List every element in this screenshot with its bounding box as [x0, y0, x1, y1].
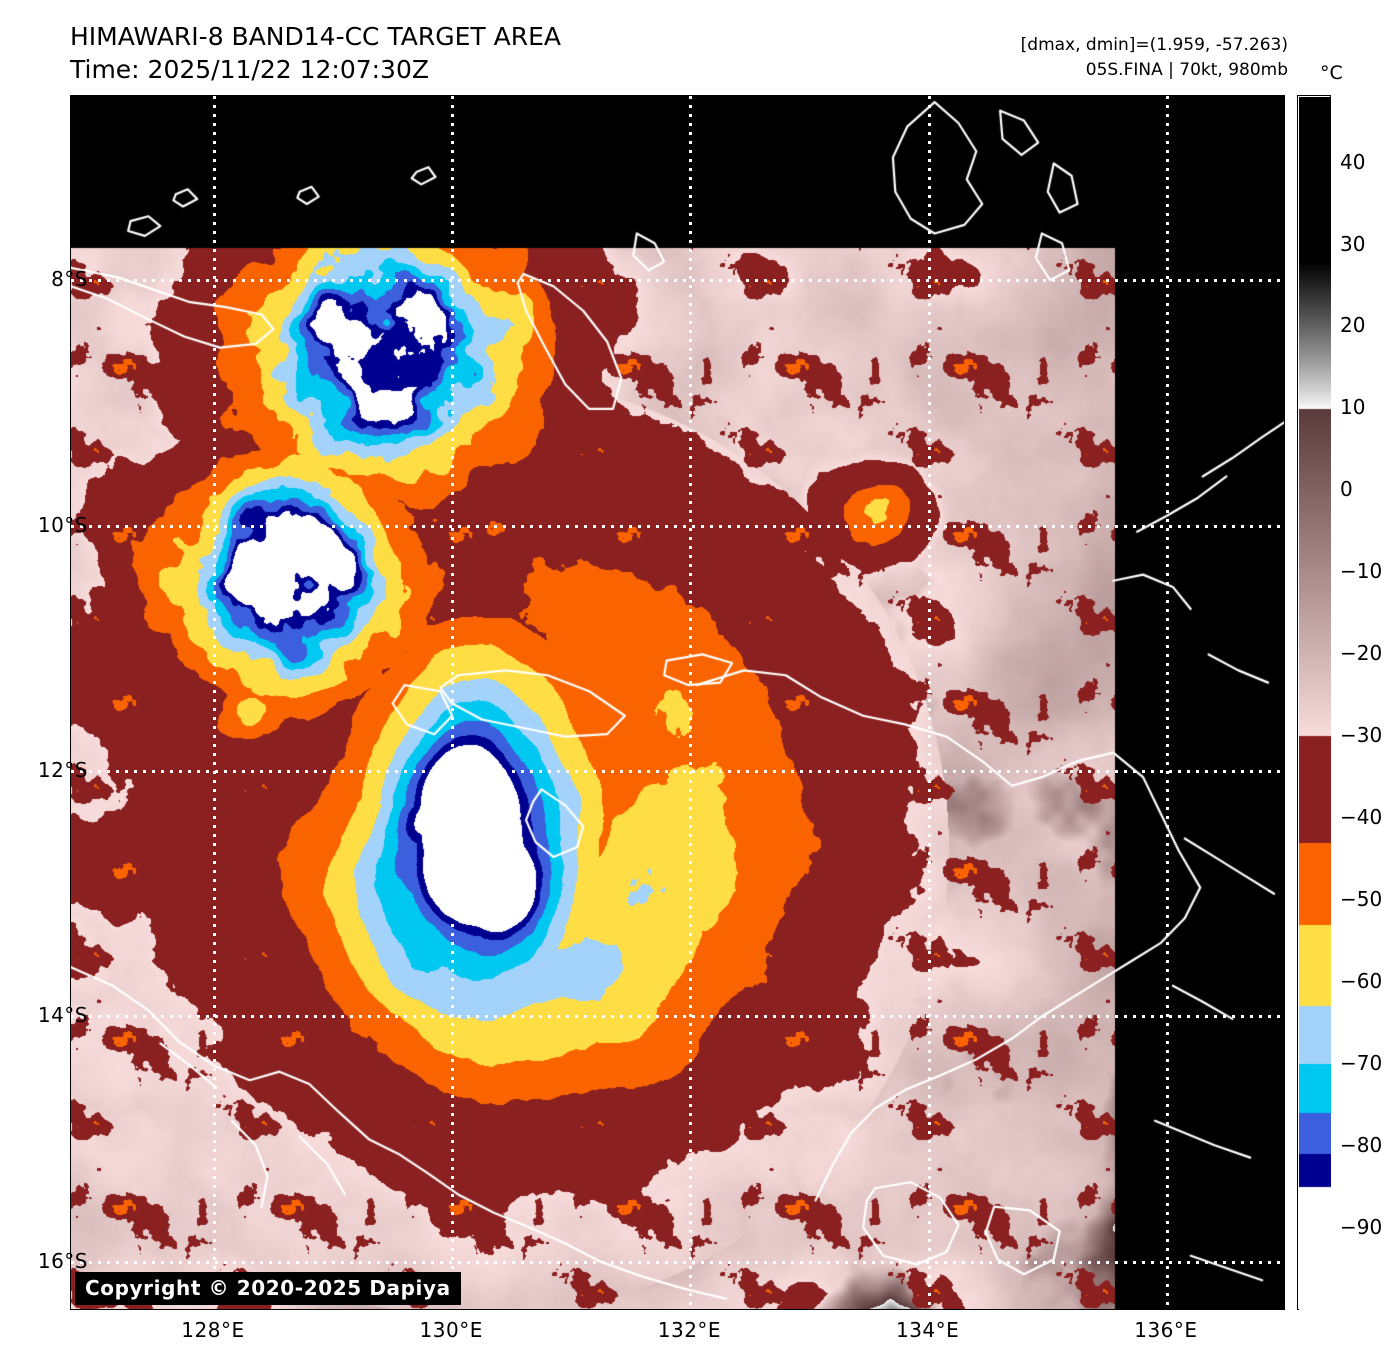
data-range-label: [dmax, dmin]=(1.959, -57.263)	[1020, 35, 1288, 55]
colorbar-gradient	[1297, 95, 1331, 1310]
colorbar-tick-label-3: 10	[1340, 395, 1366, 420]
copyright-label: Copyright © 2020-2025 Dapiya	[75, 1272, 461, 1305]
colorbar-tick-label-6: −20	[1340, 641, 1383, 666]
latitude-tick-label-1: 10°S	[37, 512, 88, 537]
colorbar-canvas	[1299, 97, 1331, 1310]
longitude-tick-label-1: 130°E	[419, 1318, 483, 1342]
colorbar-tick-label-4: 0	[1340, 477, 1353, 502]
longitude-tick-label-4: 136°E	[1134, 1318, 1198, 1342]
colorbar-unit-label: °C	[1320, 62, 1343, 84]
page-title: HIMAWARI-8 BAND14-CC TARGET AREA	[70, 22, 562, 51]
colorbar-tick-label-2: 20	[1340, 313, 1366, 338]
colorbar-tick-label-11: −70	[1340, 1051, 1383, 1076]
longitude-tick-label-0: 128°E	[181, 1318, 245, 1342]
colorbar-tick-label-7: −30	[1340, 723, 1383, 748]
colorbar-tick-label-5: −10	[1340, 559, 1383, 584]
satellite-image-plot: Copyright © 2020-2025 Dapiya	[70, 95, 1285, 1310]
coastline-overlay-canvas	[71, 96, 1284, 1309]
figure-title-block: HIMAWARI-8 BAND14-CC TARGET AREA Time: 2…	[70, 20, 561, 86]
latitude-tick-label-3: 14°S	[37, 1003, 88, 1028]
colorbar-tick-label-10: −60	[1340, 969, 1383, 994]
colorbar-tick-label-0: 40	[1340, 149, 1366, 174]
colorbar-tick-label-9: −50	[1340, 887, 1383, 912]
longitude-tick-label-3: 134°E	[895, 1318, 960, 1342]
storm-info-label: 05S.FINA | 70kt, 980mb	[1085, 60, 1288, 80]
colorbar	[1297, 95, 1331, 1310]
colorbar-tick-label-12: −80	[1340, 1133, 1383, 1158]
latitude-tick-label-0: 8°S	[51, 267, 88, 292]
metadata-block: [dmax, dmin]=(1.959, -57.263) 05S.FINA |…	[1021, 33, 1288, 83]
latitude-tick-label-2: 12°S	[37, 758, 88, 782]
longitude-tick-label-2: 132°E	[657, 1318, 722, 1342]
latitude-tick-label-4: 16°S	[37, 1248, 88, 1273]
colorbar-tick-label-8: −40	[1340, 805, 1383, 830]
timestamp-label: Time: 2025/11/22 12:07:30Z	[70, 55, 429, 84]
colorbar-tick-label-1: 30	[1340, 231, 1366, 256]
colorbar-tick-label-13: −90	[1340, 1215, 1383, 1240]
